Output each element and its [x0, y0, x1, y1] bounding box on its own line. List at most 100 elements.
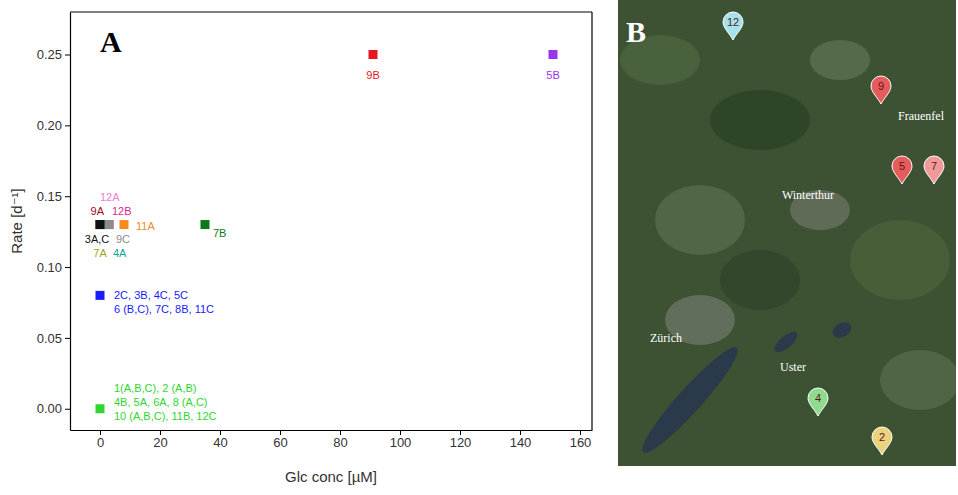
place-label: Frauenfel	[898, 109, 945, 123]
label-line: 7B	[213, 227, 226, 239]
label-line: 11A	[136, 220, 155, 232]
tick-mark	[65, 267, 70, 268]
label-line: 7A	[93, 247, 107, 259]
tick-label: 0.20	[37, 118, 62, 133]
point	[201, 220, 210, 229]
point	[105, 220, 114, 229]
point-label: 9B	[366, 69, 379, 81]
tick: 0.10	[37, 260, 70, 275]
point-label: 7B	[213, 227, 226, 239]
label-line: 2C, 3B, 4C, 5C	[114, 289, 188, 301]
tick-label: 140	[510, 435, 532, 450]
map-pin	[892, 156, 912, 184]
tick: 0.20	[37, 118, 70, 133]
map-lake	[830, 319, 854, 341]
pin-label: 4	[815, 392, 821, 404]
map-pin	[871, 76, 891, 104]
label-line: 5B	[546, 69, 559, 81]
tick: 160	[570, 430, 592, 450]
tick-label: 20	[153, 435, 167, 450]
point	[369, 50, 378, 59]
map-pin	[723, 12, 743, 40]
point	[96, 220, 105, 229]
tick: 20	[153, 430, 167, 450]
tick-label: 0.25	[37, 47, 62, 62]
panel-letter: A	[100, 25, 122, 58]
map-lake	[771, 328, 800, 355]
map-pin	[808, 388, 828, 416]
tick-label: 80	[333, 435, 347, 450]
map-lake	[634, 340, 746, 460]
tick-label: 60	[273, 435, 287, 450]
point	[96, 220, 105, 229]
point	[105, 220, 114, 229]
tick-label: 0.15	[37, 189, 62, 204]
label-line: 9C	[116, 233, 130, 245]
point-label: 12A	[100, 191, 120, 203]
label-line: 9A	[91, 205, 105, 217]
pin-label: 7	[931, 160, 937, 172]
tick: 120	[450, 430, 472, 450]
y-axis-line	[70, 13, 71, 431]
map-pin	[924, 156, 944, 184]
panel-a: 0 20 40 60 80 100 120 140 160 0.00 0.05 0.10 0.15 0.2…	[8, 12, 593, 485]
tick-label: 160	[570, 435, 592, 450]
tick: 0.00	[37, 401, 70, 416]
tick-label: 120	[450, 435, 472, 450]
place-label: Winterthur	[782, 188, 834, 202]
x-axis-title: Glc conc [µM]	[285, 468, 377, 485]
map-terrain	[655, 185, 745, 255]
tick: 100	[390, 430, 412, 450]
point-label: 7A	[93, 247, 107, 259]
map-terrain	[850, 220, 950, 300]
tick-label: 0	[97, 435, 104, 450]
frame-top	[70, 11, 592, 12]
points	[96, 50, 558, 413]
tick-mark	[65, 55, 70, 56]
tick-label: 0.05	[37, 331, 62, 346]
point-label: 12B	[112, 205, 132, 217]
map-terrain	[880, 350, 956, 410]
place-label: Uster	[780, 360, 806, 374]
tick-mark	[65, 196, 70, 197]
tick: 0.15	[37, 189, 70, 204]
label-line: 9B	[366, 69, 379, 81]
point	[96, 404, 105, 413]
frame-right	[591, 12, 592, 430]
page-root: 0 20 40 60 80 100 120 140 160 0.00 0.05 0.10 0.15 0.2…	[0, 0, 958, 495]
point-label: 1(A,B,C), 2 (A,B)4B, 5A, 6A, 8 (A,C)10 (…	[114, 382, 217, 422]
label-line: 4A	[113, 247, 127, 259]
tick: 80	[333, 430, 347, 450]
point-label: 2C, 3B, 4C, 5C 6 (B,C), 7C, 8B, 11C	[114, 289, 214, 315]
point	[96, 291, 105, 300]
label-line: 4B, 5A, 6A, 8 (A,C)	[114, 396, 208, 408]
tick: 0.05	[37, 331, 70, 346]
map-terrain	[810, 40, 870, 80]
tick-label: 0.10	[37, 260, 62, 275]
map-terrain	[710, 90, 810, 150]
point-label: 4A	[113, 247, 127, 259]
label-line: 12A	[100, 191, 120, 203]
point	[549, 50, 558, 59]
x-axis-line	[71, 430, 593, 431]
tick-label: 0.00	[37, 401, 62, 416]
tick: 60	[273, 430, 287, 450]
tick: 140	[510, 430, 532, 450]
tick-mark	[65, 338, 70, 339]
point-labels: 9B 5B 7B 11A 12A 9A 12B 7A 4A 9C 3A,C 2C, 3B, 4C, 5…	[85, 69, 560, 422]
pin-label: 9	[878, 80, 884, 92]
y-axis-title: Rate [d⁻¹]	[8, 188, 25, 253]
tick-mark	[65, 125, 70, 126]
label-line: 3A,C	[85, 233, 110, 245]
point-label: 5B	[546, 69, 559, 81]
label-line: 12B	[112, 205, 132, 217]
point-label: 9C	[116, 233, 130, 245]
point	[120, 220, 129, 229]
point-label: 9A	[91, 205, 105, 217]
tick: 40	[213, 430, 227, 450]
label-line: 10 (A,B,C), 11B, 12C	[114, 410, 217, 422]
label-line: 6 (B,C), 7C, 8B, 11C	[114, 303, 214, 315]
x-axis: 0 20 40 60 80 100 120 140 160	[71, 430, 593, 450]
tick: 0.25	[37, 47, 70, 62]
point-label: 11A	[136, 220, 155, 232]
